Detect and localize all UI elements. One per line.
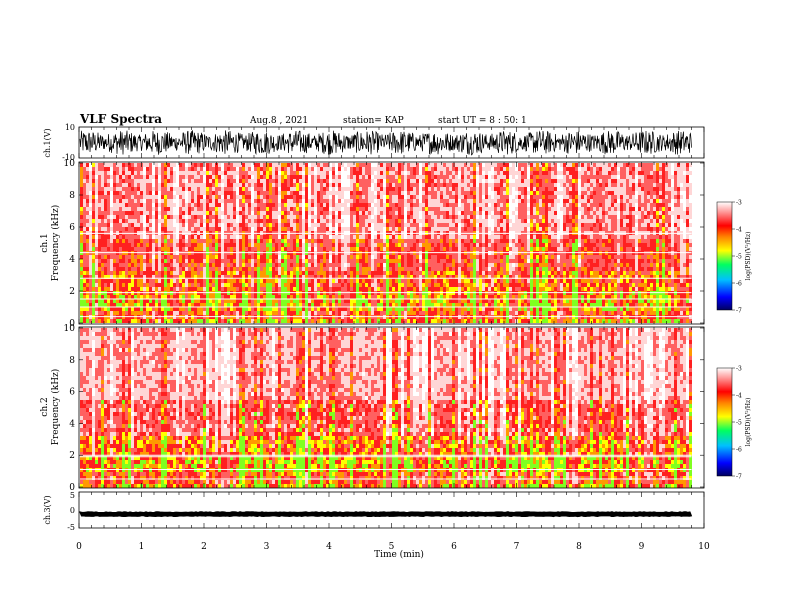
ytick-label: 8 xyxy=(69,191,75,201)
ch1-spectrogram-heatmap xyxy=(79,163,704,323)
ch1-spec-ylabel-frequency: Frequency (kHz) xyxy=(50,205,61,282)
xtick-label: 9 xyxy=(639,542,645,552)
ytick-label: 10 xyxy=(64,159,76,169)
ch2-spectrogram-heatmap xyxy=(79,328,704,488)
xtick-label: 4 xyxy=(326,542,332,552)
ytick-label: 0 xyxy=(69,483,75,493)
x-axis-label: Time (min) xyxy=(374,549,424,560)
ytick-label: 8 xyxy=(69,356,75,366)
ytick-label: 2 xyxy=(69,451,75,461)
ch2-colorbar-label: log(PSD)(V²/Hz) xyxy=(745,398,752,447)
xtick-label: 2 xyxy=(201,542,207,552)
ch3-waveform-panel: 5 0 -5 ch.3(V) xyxy=(43,491,705,532)
ytick-label: 0 xyxy=(69,319,75,329)
ytick-label: 6 xyxy=(69,388,75,398)
colorbar-tick-label: -3 xyxy=(736,366,742,373)
xtick-label: 5 xyxy=(389,542,395,552)
xtick-label: 1 xyxy=(139,542,145,552)
xtick-label: 7 xyxy=(514,542,520,552)
colorbar-tick-label: -4 xyxy=(736,393,742,400)
colorbar-tick-label: -6 xyxy=(736,281,742,288)
ch1-waveform-trace xyxy=(79,130,692,156)
ytick-label: 4 xyxy=(69,255,75,265)
ytick-label: 6 xyxy=(69,223,75,233)
station-label: station= KAP xyxy=(343,116,404,126)
ch3-ylabel: ch.3(V) xyxy=(43,495,52,524)
xtick-label: 3 xyxy=(264,542,270,552)
colorbar-tick-label: -7 xyxy=(736,308,742,315)
colorbar-tick-label: -4 xyxy=(736,227,742,234)
ytick-label: 2 xyxy=(69,287,75,297)
xtick-label: 6 xyxy=(451,542,457,552)
ch1-ytick-top: 10 xyxy=(65,123,75,132)
xtick-label: 8 xyxy=(576,542,582,552)
colorbar-tick-label: -7 xyxy=(736,474,742,481)
ch2-spec-ylabel-frequency: Frequency (kHz) xyxy=(50,369,61,446)
ytick-label: 10 xyxy=(64,324,76,334)
ch1-waveform-panel: 10 -10 ch.1(V) xyxy=(43,123,705,162)
ch1-spec-ylabel-channel: ch.1 xyxy=(40,233,50,252)
ch1-ylabel: ch.1(V) xyxy=(43,128,52,157)
colorbar-tick-label: -5 xyxy=(736,254,742,261)
ch3-ytick-bottom: -5 xyxy=(67,523,75,532)
figure-title: VLF Spectra xyxy=(79,112,162,126)
ch2-spec-ylabel-channel: ch.2 xyxy=(40,397,50,416)
ytick-label: 4 xyxy=(69,419,75,429)
ch1-colorbar: -3 -4 -5 -6 -7 log(PSD)(V²/Hz) xyxy=(716,200,752,315)
colorbar-tick-label: -6 xyxy=(736,447,742,454)
ch1-ytick-bottom: -10 xyxy=(62,153,75,162)
xtick-label: 10 xyxy=(698,542,710,552)
xtick-label: 0 xyxy=(76,542,82,552)
ch2-colorbar: -3 -4 -5 -6 -7 log(PSD)(V²/Hz) xyxy=(716,366,752,481)
colorbar-tick-label: -5 xyxy=(736,420,742,427)
start-time-label: start UT = 8 : 50: 1 xyxy=(438,116,527,126)
ch3-waveform-trace xyxy=(79,511,693,518)
ch3-ytick-mid: 0 xyxy=(70,506,75,515)
ch1-colorbar-label: log(PSD)(V²/Hz) xyxy=(745,232,752,281)
x-axis-tick-labels: 0 1 2 3 4 5 6 7 8 9 10 xyxy=(76,542,710,552)
colorbar-tick-label: -3 xyxy=(736,200,742,207)
date-label: Aug.8 , 2021 xyxy=(249,116,308,126)
ch3-ytick-top: 5 xyxy=(70,491,75,500)
ch1-spectrogram-panel: 0 2 4 6 8 10 ch.1 Frequency (kHz) xyxy=(40,159,705,329)
ch2-spectrogram-panel: 0 2 4 6 8 10 ch.2 Frequency (kHz) xyxy=(40,324,705,493)
